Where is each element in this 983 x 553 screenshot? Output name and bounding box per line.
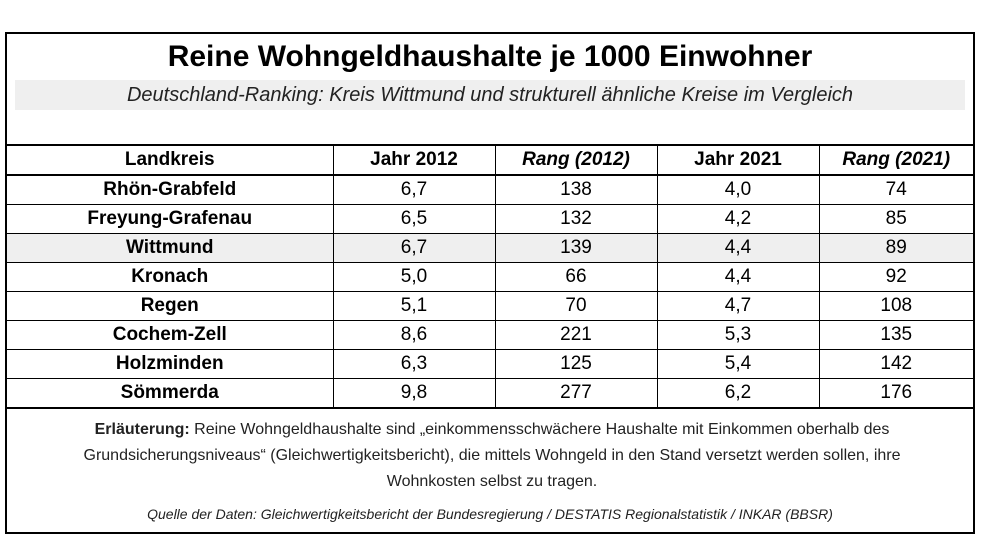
cell-landkreis: Freyung-Grafenau [7,204,334,234]
cell-landkreis: Regen [7,291,334,321]
cell-jahr-2012: 6,7 [332,233,496,263]
cell-rang-2021: 176 [818,378,973,409]
cell-jahr-2021: 5,4 [656,349,820,379]
cell-jahr-2021: 4,4 [656,233,820,263]
cell-jahr-2012: 8,6 [332,320,496,350]
explanation-note: Erläuterung: Reine Wohngeldhaushalte sin… [37,417,947,495]
header-rang-2021: Rang (2021) [818,144,973,176]
cell-jahr-2012: 9,8 [332,378,496,409]
page-subtitle: Deutschland-Ranking: Kreis Wittmund und … [126,84,854,106]
table-row: Freyung-Grafenau 6,5 132 4,2 85 [7,204,973,234]
cell-rang-2021: 142 [818,349,973,379]
explanation-text: Reine Wohngeldhaushalte sind „einkommens… [83,421,901,490]
table-row: Cochem-Zell 8,6 221 5,3 135 [7,320,973,350]
header-landkreis: Landkreis [7,144,334,176]
header-jahr-2012: Jahr 2012 [332,144,496,176]
table-row: Holzminden 6,3 125 5,4 142 [7,349,973,379]
cell-jahr-2021: 4,4 [656,262,820,292]
cell-rang-2012: 138 [494,174,658,205]
explanation-label: Erläuterung: [94,421,190,438]
data-source: Quelle der Daten: Gleichwertigkeitsberic… [147,506,833,522]
cell-rang-2021: 92 [818,262,973,292]
cell-landkreis: Holzminden [7,349,334,379]
table-row: Rhön-Grabfeld 6,7 138 4,0 74 [7,174,973,205]
cell-rang-2012: 132 [494,204,658,234]
page-title: Reine Wohngeldhaushalte je 1000 Einwohne… [167,40,813,73]
cell-rang-2021: 89 [818,233,973,263]
data-table: Landkreis Jahr 2012 Rang (2012) Jahr 202… [7,144,973,409]
cell-jahr-2021: 5,3 [656,320,820,350]
table-row-highlighted: Wittmund 6,7 139 4,4 89 [7,233,973,263]
header-jahr-2021: Jahr 2021 [656,144,820,176]
cell-rang-2012: 66 [494,262,658,292]
cell-jahr-2021: 4,2 [656,204,820,234]
cell-landkreis: Wittmund [7,233,334,263]
table-row: Regen 5,1 70 4,7 108 [7,291,973,321]
cell-rang-2012: 221 [494,320,658,350]
cell-rang-2021: 74 [818,174,973,205]
cell-landkreis: Rhön-Grabfeld [7,174,334,205]
cell-landkreis: Sömmerda [7,378,334,409]
table-row: Kronach 5,0 66 4,4 92 [7,262,973,292]
header-rang-2012: Rang (2012) [494,144,658,176]
cell-rang-2012: 125 [494,349,658,379]
table-header-row: Landkreis Jahr 2012 Rang (2012) Jahr 202… [7,144,973,176]
cell-jahr-2021: 4,0 [656,174,820,205]
cell-jahr-2012: 6,3 [332,349,496,379]
cell-landkreis: Cochem-Zell [7,320,334,350]
cell-jahr-2012: 6,5 [332,204,496,234]
cell-landkreis: Kronach [7,262,334,292]
cell-jahr-2021: 6,2 [656,378,820,409]
table-frame: Reine Wohngeldhaushalte je 1000 Einwohne… [5,32,975,534]
cell-rang-2021: 85 [818,204,973,234]
cell-jahr-2012: 5,1 [332,291,496,321]
cell-jahr-2012: 6,7 [332,174,496,205]
cell-rang-2021: 135 [818,320,973,350]
cell-jahr-2012: 5,0 [332,262,496,292]
cell-rang-2021: 108 [818,291,973,321]
table-row: Sömmerda 9,8 277 6,2 176 [7,378,973,409]
cell-rang-2012: 277 [494,378,658,409]
cell-jahr-2021: 4,7 [656,291,820,321]
subtitle-band [15,80,965,110]
cell-rang-2012: 139 [494,233,658,263]
cell-rang-2012: 70 [494,291,658,321]
